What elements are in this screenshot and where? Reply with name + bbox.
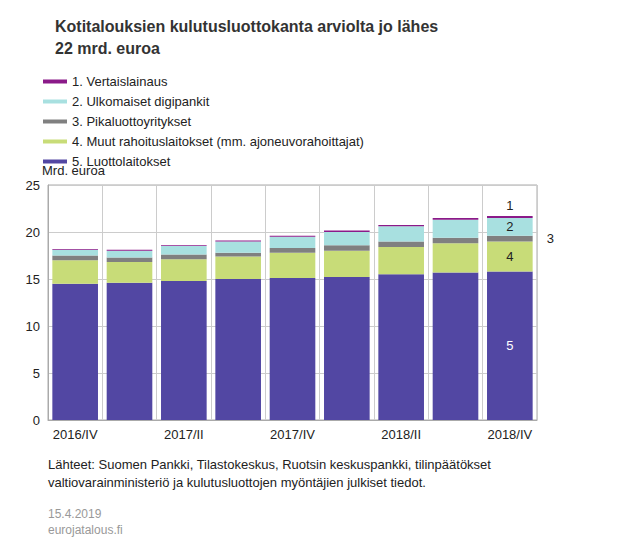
svg-text:2017/IV: 2017/IV [270, 427, 315, 442]
svg-text:25: 25 [26, 178, 40, 193]
svg-text:Kotitalouksien kulutusluottoka: Kotitalouksien kulutusluottokanta arviol… [55, 18, 438, 35]
svg-text:Mrd. euroa: Mrd. euroa [42, 163, 105, 178]
svg-text:valtiovarainministeriö ja kulu: valtiovarainministeriö ja kulutusluottoj… [48, 475, 426, 490]
svg-text:10: 10 [26, 319, 40, 334]
svg-text:22 mrd. euroa: 22 mrd. euroa [55, 40, 160, 57]
svg-text:1: 1 [506, 198, 513, 213]
svg-text:5: 5 [506, 338, 513, 353]
svg-text:3. Pikaluottoyritykset: 3. Pikaluottoyritykset [72, 114, 192, 129]
svg-text:15: 15 [26, 272, 40, 287]
svg-text:20: 20 [26, 225, 40, 240]
svg-text:1. Vertaislainaus: 1. Vertaislainaus [72, 74, 168, 89]
svg-text:5. Luottolaitokset: 5. Luottolaitokset [72, 154, 171, 169]
svg-text:2: 2 [506, 219, 513, 234]
svg-text:3: 3 [547, 231, 554, 246]
svg-text:15.4.2019: 15.4.2019 [48, 507, 102, 521]
svg-text:2016/IV: 2016/IV [53, 427, 98, 442]
svg-text:2. Ulkomaiset digipankit: 2. Ulkomaiset digipankit [72, 94, 210, 109]
svg-text:4. Muut rahoituslaitokset (mm.: 4. Muut rahoituslaitokset (mm. ajoneuvor… [72, 134, 364, 149]
svg-text:5: 5 [33, 366, 40, 381]
svg-text:4: 4 [506, 249, 513, 264]
svg-text:Lähteet: Suomen Pankki, Tilast: Lähteet: Suomen Pankki, Tilastokeskus, R… [48, 457, 491, 472]
svg-text:0: 0 [33, 413, 40, 428]
svg-text:2018/IV: 2018/IV [487, 427, 532, 442]
svg-text:2018/II: 2018/II [381, 427, 421, 442]
svg-text:eurojatalous.fi: eurojatalous.fi [48, 523, 123, 537]
svg-text:2017/II: 2017/II [164, 427, 204, 442]
